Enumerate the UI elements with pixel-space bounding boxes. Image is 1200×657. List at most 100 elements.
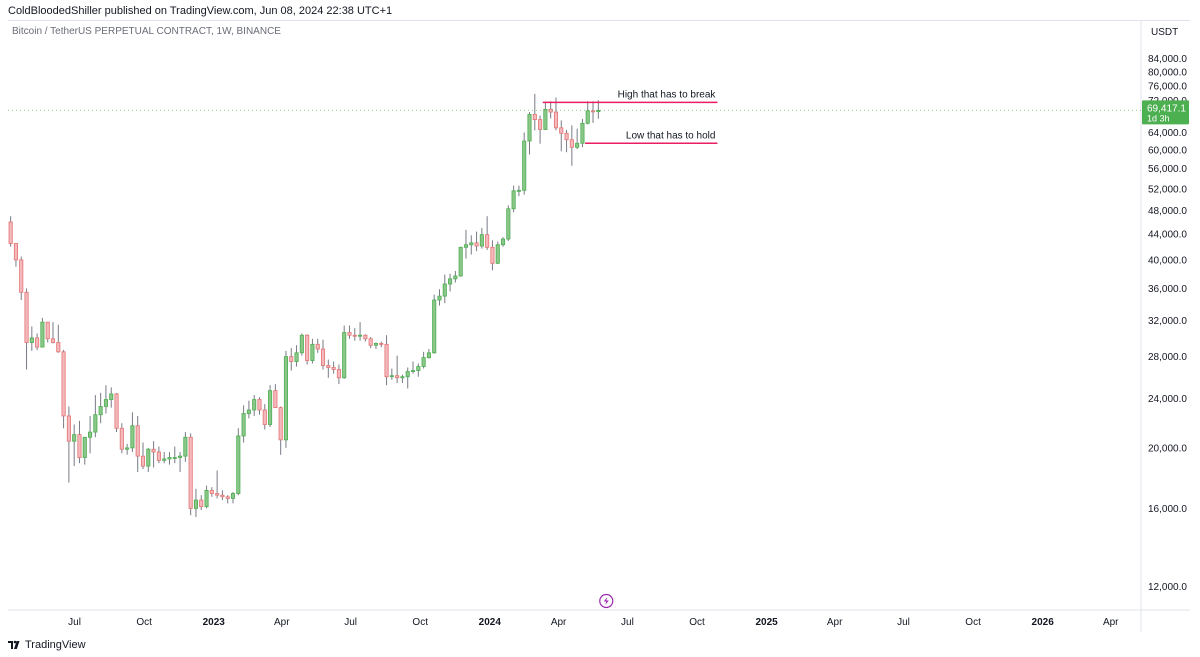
candle-body — [538, 119, 543, 130]
y-tick-label: 52,000.0 — [1148, 184, 1187, 195]
candle-body — [283, 356, 288, 441]
candle-body — [400, 376, 405, 379]
candle-body — [72, 434, 77, 442]
candle-body — [389, 375, 394, 378]
candle-body — [305, 334, 310, 361]
candle-body — [532, 114, 537, 121]
candle-body — [320, 348, 326, 366]
candle-body — [352, 334, 357, 337]
candle-body — [506, 208, 511, 240]
candle-body — [119, 427, 124, 450]
candle-body — [432, 299, 437, 354]
candle-body — [204, 489, 209, 508]
y-tick-label: 24,000.0 — [1148, 394, 1187, 405]
candle-body — [511, 190, 516, 210]
candle-body — [479, 234, 484, 247]
candle-body — [125, 447, 130, 450]
candle-body — [193, 499, 198, 509]
x-tick-label: 2026 — [1032, 617, 1055, 628]
candle-body — [252, 399, 257, 411]
candle-body — [299, 334, 304, 354]
candle-body — [442, 283, 447, 297]
annotation-label: Low that has to hold — [626, 130, 716, 141]
x-tick-label: Jul — [621, 617, 634, 628]
candle-body — [45, 321, 50, 340]
y-tick-label: 60,000.0 — [1148, 145, 1187, 156]
candle-body — [363, 334, 368, 340]
candle-body — [336, 369, 341, 379]
y-tick-label: 44,000.0 — [1148, 230, 1187, 241]
candle-body — [241, 413, 246, 437]
candle-body — [315, 343, 320, 350]
x-tick-label: Apr — [1103, 617, 1119, 628]
candle-body — [575, 142, 580, 148]
candle-body — [500, 238, 506, 246]
x-tick-label: Oct — [689, 617, 705, 628]
candle-body — [114, 393, 119, 429]
candle-body — [516, 189, 521, 192]
last-price-value: 69,417.1 — [1147, 103, 1186, 114]
y-tick-label: 84,000.0 — [1148, 54, 1187, 65]
x-tick-label: Oct — [136, 617, 152, 628]
candle-body — [384, 343, 389, 378]
candle-body — [564, 132, 569, 141]
chart-frame — [8, 20, 1190, 633]
annotation-label: High that has to break — [618, 89, 717, 100]
candle-body — [167, 457, 172, 460]
x-tick-label: Jul — [897, 617, 910, 628]
candle-body — [35, 337, 40, 348]
candle-body — [590, 110, 596, 113]
candle-body — [421, 357, 426, 367]
x-tick-label: Apr — [551, 617, 567, 628]
candle-body — [405, 371, 410, 378]
candle-body — [220, 494, 225, 498]
candle-body — [373, 343, 379, 346]
y-tick-label: 76,000.0 — [1148, 81, 1187, 92]
candle-body — [140, 455, 146, 467]
annotations-layer: High that has to break Low that has to ho… — [542, 89, 718, 145]
candle-body — [368, 338, 373, 346]
y-tick-label: 16,000.0 — [1148, 504, 1187, 515]
x-tick-label: Apr — [274, 617, 290, 628]
last-price-countdown: 1d 3h — [1147, 113, 1170, 123]
candle-body — [437, 295, 442, 301]
y-tick-label: 36,000.0 — [1148, 284, 1187, 295]
candle-body — [585, 110, 590, 124]
candle-body — [273, 390, 278, 409]
candle-body — [8, 221, 13, 244]
candle-body — [93, 414, 98, 433]
candle-body — [66, 415, 71, 442]
candle-body — [156, 451, 161, 461]
candle-body — [188, 436, 193, 509]
y-tick-label: 40,000.0 — [1148, 255, 1187, 266]
candle-body — [474, 242, 479, 247]
y-tick-label: 28,000.0 — [1148, 352, 1187, 363]
symbol-line: Bitcoin / TetherUS PERPETUAL CONTRACT, 1… — [12, 26, 281, 37]
brand-label: TradingView — [25, 639, 86, 651]
x-tick-label: Jul — [68, 617, 81, 628]
candle-body — [416, 366, 421, 371]
candle-body — [61, 351, 66, 417]
candle-body — [82, 436, 87, 458]
candle-body — [24, 291, 29, 343]
x-tick-label: 2025 — [755, 617, 778, 628]
candle-body — [183, 436, 188, 457]
candle-body — [225, 496, 230, 499]
candle-body — [88, 431, 93, 438]
candle-body — [268, 390, 273, 425]
candle-body — [527, 114, 532, 142]
candle-body — [109, 393, 114, 400]
candle-body — [236, 435, 241, 494]
candle-body — [342, 332, 347, 379]
candle-body — [458, 246, 463, 277]
candle-body — [294, 352, 299, 362]
candle-body — [289, 356, 294, 362]
x-tick-label: 2024 — [479, 617, 502, 628]
candle-body — [326, 365, 331, 368]
candle-body — [395, 375, 400, 379]
publisher-header: ColdBloodedShiller published on TradingV… — [8, 5, 393, 17]
y-axis: 84,000.080,000.076,000.072,000.064,000.0… — [8, 20, 1190, 632]
candle-body — [19, 259, 24, 293]
candle-body — [426, 352, 431, 359]
